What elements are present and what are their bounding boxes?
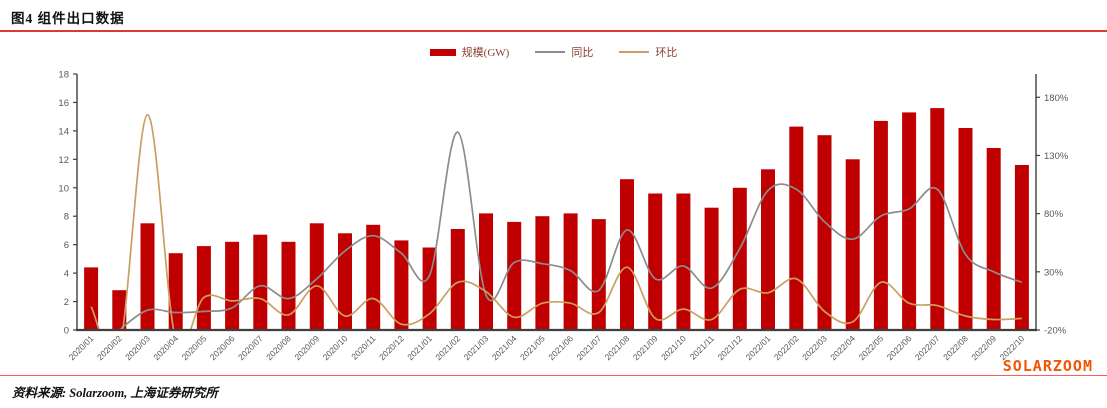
x-label-2020/09: 2020/09: [292, 333, 321, 362]
svg-text:4: 4: [64, 269, 69, 280]
x-label-2021/11: 2021/11: [688, 333, 717, 362]
svg-text:80%: 80%: [1044, 209, 1064, 220]
legend-label-mom: 环比: [655, 47, 678, 59]
svg-text:130%: 130%: [1044, 151, 1069, 162]
x-label-2020/04: 2020/04: [151, 333, 180, 362]
chart-canvas: 0 2 4 6 8 10 12 14 16 18 -20% 30% 80% 130% 180% 2020/01…: [58, 70, 1069, 363]
bar-2022/09: [986, 148, 1001, 330]
x-label-2021/07: 2021/07: [574, 333, 603, 362]
x-label-2020/03: 2020/03: [123, 333, 152, 362]
x-label-2020/02: 2020/02: [95, 333, 124, 362]
yoy-line: [118, 131, 1023, 330]
bar-2020/09: [309, 223, 324, 330]
x-label-2022/02: 2022/02: [772, 333, 801, 362]
bar-2021/09: [648, 193, 663, 330]
svg-text:14: 14: [58, 126, 69, 137]
svg-text:8: 8: [64, 212, 69, 223]
svg-text:10: 10: [58, 183, 69, 194]
footer-rule: [0, 375, 1107, 376]
x-label-2020/11: 2020/11: [349, 333, 378, 362]
legend-item-mom: 环比: [619, 44, 677, 60]
x-label-2022/05: 2022/05: [856, 333, 885, 362]
bar-2022/03: [817, 135, 832, 330]
bar-2020/12: [394, 240, 409, 330]
x-label-2020/12: 2020/12: [377, 333, 406, 362]
legend-label-yoy: 同比: [571, 47, 594, 59]
mom-line-swatch-icon: [619, 51, 650, 53]
x-label-2022/01: 2022/01: [744, 333, 773, 362]
bar-2021/10: [676, 193, 691, 330]
bar-2021/02: [450, 229, 465, 330]
svg-text:-20%: -20%: [1044, 326, 1067, 337]
bar-swatch-icon: [429, 48, 456, 56]
x-label-2021/08: 2021/08: [603, 333, 632, 362]
x-label-2020/01: 2020/01: [67, 333, 96, 362]
x-label-2021/09: 2021/09: [631, 333, 660, 362]
yoy-line-swatch-icon: [535, 51, 566, 53]
svg-text:12: 12: [58, 155, 69, 166]
bar-2020/03: [140, 223, 155, 330]
x-label-2020/10: 2020/10: [321, 333, 350, 362]
x-label-2020/05: 2020/05: [180, 333, 209, 362]
x-label-2022/03: 2022/03: [800, 333, 829, 362]
x-label-2021/06: 2021/06: [546, 333, 575, 362]
bar-2022/02: [789, 126, 804, 330]
svg-text:30%: 30%: [1044, 267, 1064, 278]
x-label-2021/10: 2021/10: [659, 333, 688, 362]
x-label-2020/07: 2020/07: [236, 333, 265, 362]
chart-legend: 规模(GW) 同比 环比: [0, 44, 1107, 60]
bar-2021/05: [535, 216, 550, 330]
bar-2022/08: [958, 128, 973, 330]
x-label-2020/06: 2020/06: [208, 333, 237, 362]
bar-2022/01: [761, 169, 775, 330]
bar-2020/05: [196, 246, 211, 330]
x-label-2021/02: 2021/02: [433, 333, 462, 362]
bar-2021/04: [507, 221, 522, 330]
x-label-2020/08: 2020/08: [264, 333, 293, 362]
mom-line: [90, 113, 1022, 330]
x-label-2022/09: 2022/09: [969, 333, 998, 362]
x-label-2022/07: 2022/07: [913, 333, 942, 362]
solarzoom-watermark: SOLARZOOM: [1002, 357, 1093, 375]
x-label-2022/04: 2022/04: [828, 333, 857, 362]
bar-2020/02: [112, 290, 127, 330]
bar-2021/07: [591, 219, 606, 330]
svg-text:18: 18: [58, 70, 69, 81]
x-label-2022/06: 2022/06: [885, 333, 914, 362]
module-export-chart: 0 2 4 6 8 10 12 14 16 18 -20% 30% 80% 130% 180% 2020/01…: [0, 62, 1107, 363]
x-label-2022/08: 2022/08: [941, 333, 970, 362]
bar-2022/10: [1014, 165, 1029, 330]
x-label-2021/01: 2021/01: [405, 333, 434, 362]
svg-text:16: 16: [58, 98, 69, 109]
legend-item-yoy: 同比: [535, 44, 593, 60]
svg-text:0: 0: [64, 326, 69, 337]
bar-2020/04: [168, 253, 183, 330]
bar-2020/10: [338, 233, 352, 330]
legend-item-scale: 规模(GW): [429, 44, 510, 60]
bar-2020/07: [253, 234, 268, 330]
bar-2022/07: [930, 108, 945, 330]
bar-2021/12: [732, 187, 747, 330]
x-label-2021/03: 2021/03: [462, 333, 491, 362]
svg-text:6: 6: [64, 240, 69, 251]
title-underline-rule: [0, 30, 1107, 32]
bar-2020/08: [281, 241, 296, 330]
source-note: 资料来源: Solarzoom, 上海证券研究所: [12, 386, 218, 400]
bar-2022/06: [902, 112, 917, 331]
legend-label-scale: 规模(GW): [461, 47, 510, 59]
figure-title: 图4 组件出口数据: [11, 11, 125, 26]
x-label-2021/05: 2021/05: [518, 333, 547, 362]
bar-2021/06: [563, 213, 578, 330]
svg-text:180%: 180%: [1044, 93, 1069, 104]
bar-2021/11: [704, 207, 719, 330]
bar-2022/05: [873, 120, 888, 331]
bar-2020/11: [366, 224, 381, 330]
x-label-2021/04: 2021/04: [490, 333, 519, 362]
bar-2022/04: [845, 159, 860, 330]
bar-2020/06: [225, 241, 240, 330]
svg-text:2: 2: [64, 297, 69, 308]
bar-2021/08: [620, 179, 634, 330]
x-label-2021/12: 2021/12: [715, 333, 744, 362]
